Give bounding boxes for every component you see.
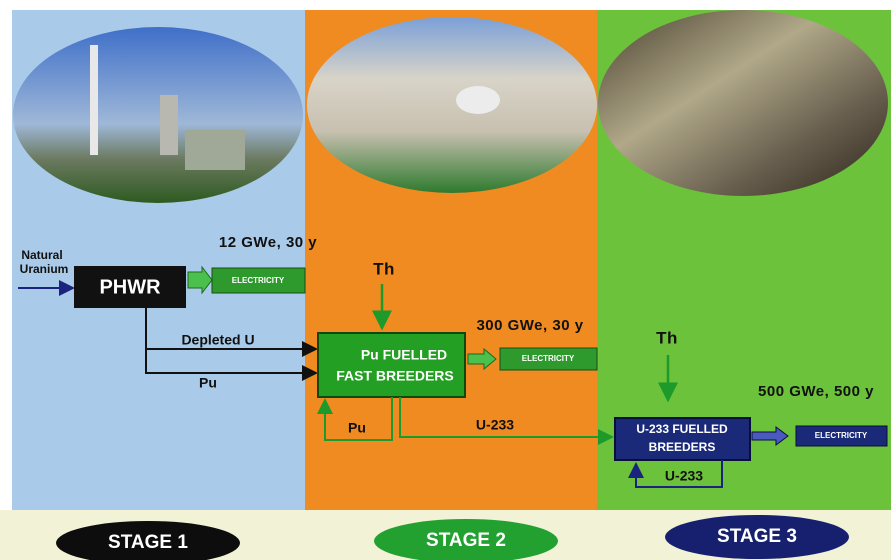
node-label: PHWR [99,276,161,298]
electricity-label: ELECTRICITY [232,276,285,285]
capacity-label: 12 GWe, 30 y [219,234,317,251]
photo-breeder [598,10,888,196]
photo-detail [90,45,98,155]
stage-badge [374,519,558,560]
arrow [467,347,497,371]
flow-label: U-233 [476,417,514,433]
photo-detail [456,86,500,114]
arrow [317,397,393,441]
stage-badge [56,521,240,560]
electricity-label: ELECTRICITY [815,431,868,440]
photo-fbr [307,17,597,193]
arrow [628,460,723,488]
u233-breeder-box [614,417,751,461]
arrow [187,265,213,295]
input-label: Uranium [20,262,69,276]
arrow [751,426,789,446]
input-label: Natural [21,248,62,262]
electricity-box [795,425,888,447]
stage-label: STAGE 2 [426,530,506,551]
electricity-box [211,267,306,294]
arrow [399,397,614,445]
stage-badge [665,515,849,559]
flow-label: Pu [199,375,217,391]
flow-label: U-233 [665,468,703,484]
flow-label: Depleted U [181,332,254,348]
phwr-box [74,266,186,308]
flow-label: Th [656,328,678,347]
node-label: Pu FUELLED [361,347,447,363]
photo-phwr [13,27,303,203]
capacity-label: 500 GWe, 500 y [758,383,874,400]
flow-label: Pu [348,420,366,436]
photo-detail [185,130,245,170]
fast-breeder-box [317,332,466,398]
electricity-label: ELECTRICITY [522,354,575,363]
flow-label: Th [373,259,395,278]
node-label: FAST BREEDERS [336,368,453,384]
node-label: U-233 FUELLED [636,422,728,436]
arrow [145,349,318,381]
node-label: BREEDERS [649,440,716,454]
electricity-box [499,347,598,371]
stage-label: STAGE 1 [108,532,188,553]
stage-label: STAGE 3 [717,526,797,547]
photo-detail [160,95,178,155]
capacity-label: 300 GWe, 30 y [476,317,583,334]
